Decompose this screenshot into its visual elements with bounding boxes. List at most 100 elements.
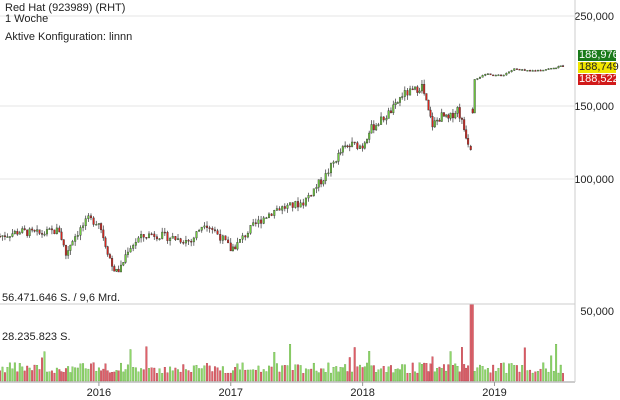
candle-down [113,266,116,272]
candle-down [153,233,156,237]
candle-up [531,70,534,72]
candle-up [392,104,395,114]
candle-up [344,145,347,148]
volume-bar [484,369,487,382]
volume-bar [182,364,185,382]
volume-bar [497,367,500,382]
volume-bar [111,372,114,382]
volume-bar [368,351,371,382]
volume-bar [262,369,265,382]
volume-bar [69,372,72,382]
volume-bar [203,365,206,382]
candle-up [238,238,241,243]
candle-down [270,213,273,216]
volume-bar [43,351,46,382]
volume-bar [273,352,276,382]
candle-down [211,228,214,230]
chart-title: Red Hat (923989) (RHT) [5,2,126,14]
volume-bar [454,363,457,382]
candle-down [26,229,29,236]
candle-up [286,204,289,209]
volume-bar [557,372,560,382]
volume-bar [390,365,392,382]
candle-down [382,116,385,121]
volume-bar [469,303,472,382]
candle-up [124,254,127,263]
volume-bar [224,373,227,382]
candle-up [184,239,187,244]
volume-bar [221,366,224,382]
volume-bar [544,368,547,382]
volume-bar [13,362,16,382]
candle-down [23,228,26,231]
volume-bar [16,371,19,382]
volume-bar [370,365,373,382]
volume-bar [115,370,118,382]
volume-bar [38,369,41,382]
volume-bar [246,369,249,382]
candle-down [361,145,364,149]
candle-up [13,230,16,234]
candle-up [368,132,371,140]
volume-bar [278,371,281,382]
volume-bar [260,371,263,382]
volume-bar [431,356,434,382]
candle-down [471,108,474,114]
volume-bar [97,367,100,382]
volume-bar [257,365,260,382]
candle-down [208,227,211,229]
volume-bar [171,370,174,382]
volume-bar [486,368,489,382]
volume-bar [411,362,414,382]
volume-bar [84,368,87,382]
volume-bar [447,364,450,382]
candle-up [440,112,443,122]
volume-bar [192,365,195,382]
candle-down [429,109,432,117]
volume-bar [33,364,36,382]
volume-bar [304,368,307,382]
volume-bar [126,364,129,382]
volume-bar [158,368,161,382]
volume-bar [117,370,120,382]
candle-down [458,107,461,119]
candle-down [53,229,56,235]
candle-up [140,234,143,239]
volume-bar [307,369,310,382]
volume-bar [394,369,397,382]
candle-up [192,237,195,243]
volume-bar [494,371,497,382]
candle-up [351,141,354,147]
y-tick-label: 250,000 [574,11,614,23]
candle-down [3,235,6,238]
candle-up [335,161,338,163]
volume-bar [324,372,327,382]
candle-up [315,187,318,189]
candle-up [394,102,397,106]
candle-down [58,227,61,233]
candle-down [213,229,216,231]
candle-down [427,99,430,111]
candle-up [28,228,31,236]
volume-bar [312,362,315,382]
volume-bar [161,373,164,382]
candle-up [132,245,135,249]
volume-bar [50,370,53,382]
candle-up [74,236,77,242]
volume-bar [356,366,359,382]
x-tick-label: 2016 [87,387,111,399]
volume-bar [198,368,201,382]
volume-bar [380,368,383,382]
volume-bar [500,363,503,382]
candle-up [536,69,539,72]
volume-bar [521,365,524,382]
volume-bar [74,367,77,382]
volume-bar [21,366,24,382]
candle-down [416,86,419,93]
volume-bar [547,371,550,382]
candle-down [406,90,409,96]
candle-up [317,179,320,188]
candle-down [166,232,169,241]
volume-bar [427,371,430,382]
volume-bar [241,362,244,382]
